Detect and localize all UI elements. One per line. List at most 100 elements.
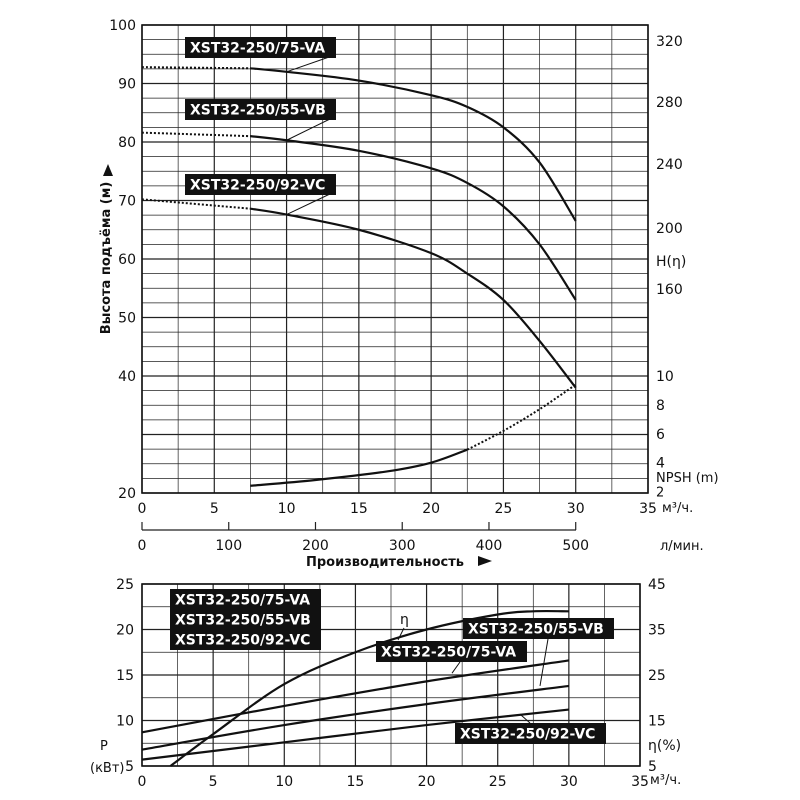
x-tick-label: 0: [138, 501, 147, 517]
power-curve-label: XST32-250/55-VB: [175, 613, 311, 629]
x-tick-label: 5: [209, 774, 218, 790]
power-curve-label: XST32-250/75-VA: [175, 593, 310, 609]
head-curve: [250, 67, 577, 222]
x-tick-label: 0: [138, 774, 147, 790]
power-curve: [141, 708, 569, 761]
curve-label: XST32-250/55-VB: [190, 103, 326, 119]
power-curve-label: XST32-250/55-VB: [468, 622, 604, 638]
x-tick-label: 25: [495, 501, 513, 517]
power-curve-label-box: [170, 609, 321, 630]
x-axis-arrow-icon: [478, 556, 492, 566]
y-tick-label: 5: [125, 759, 134, 775]
curve-label: XST32-250/92-VC: [190, 178, 325, 194]
x-tick-label: 10: [275, 774, 293, 790]
y-axis-unit: (кВт): [90, 761, 125, 776]
right-tick-label: 45: [648, 577, 666, 593]
y-tick-label: 25: [116, 577, 134, 593]
npsh-tick-label: 2: [656, 486, 664, 501]
power-curve-label: XST32-250/92-VC: [175, 633, 310, 649]
head-curve-dotted: [141, 131, 251, 138]
npsh-axis-label: NPSH (m): [656, 471, 719, 486]
label-leader-line: [286, 192, 333, 215]
plot-frame: [141, 24, 649, 494]
curve-label: XST32-250/75-VA: [190, 41, 325, 57]
head-chart: 20 40 50 60 70 80 90 100 0 5 10 15 20 25 30 35 м³/ч. 0 100…: [99, 18, 719, 570]
curve-label-box: [185, 174, 336, 195]
y-tick-label: 90: [118, 77, 136, 93]
right-tick-label: 240: [656, 157, 683, 173]
x2-tick-label: 400: [476, 538, 503, 554]
y-tick-label: 70: [118, 194, 136, 210]
x-unit-label: м³/ч.: [662, 501, 693, 516]
npsh-tick-label: 10: [656, 369, 674, 385]
right-tick-label: 200: [656, 221, 683, 237]
npsh-curve-dotted: [466, 383, 577, 451]
y-tick-label: 100: [109, 18, 136, 34]
x2-tick-label: 100: [215, 538, 242, 554]
power-curve-label-box: [376, 641, 527, 662]
y-tick-label: 10: [116, 714, 134, 730]
x2-tick-label: 0: [138, 538, 147, 554]
x-tick-label: 20: [418, 774, 436, 790]
x-axis-title: Производительность: [306, 555, 464, 570]
y-tick-label: 20: [116, 623, 134, 639]
x-tick-label: 15: [347, 774, 365, 790]
power-curve-label-box: [170, 589, 321, 610]
right-tick-label: 15: [648, 714, 666, 730]
x2-unit-label: л/мин.: [660, 539, 704, 554]
power-curve-label-box: [170, 629, 321, 650]
y-tick-label: 15: [116, 668, 134, 684]
y-tick-label: 50: [118, 311, 136, 327]
x-tick-label: 25: [489, 774, 507, 790]
head-curve: [250, 207, 577, 389]
right-axis-label: H(η): [656, 254, 686, 270]
power-curve-label-box: [455, 723, 606, 744]
x-unit-label: м³/ч.: [650, 773, 681, 788]
power-curve-label: XST32-250/92-VC: [460, 727, 595, 743]
x-tick-label: 30: [560, 774, 578, 790]
curve-label-box: [185, 37, 336, 58]
head-curve-dotted: [141, 66, 251, 70]
right-tick-label: 160: [656, 282, 683, 298]
label-leader-line: [539, 638, 549, 687]
right-axis-label: η(%): [648, 738, 681, 754]
right-tick-label: 25: [648, 668, 666, 684]
curve-label-box: [185, 99, 336, 120]
x2-tick-label: 300: [389, 538, 416, 554]
label-leader-line: [286, 55, 333, 73]
label-leader-line: [451, 661, 461, 674]
npsh-tick-label: 6: [656, 427, 665, 443]
x2-tick-label: 200: [302, 538, 329, 554]
y-axis-title: P: [100, 739, 108, 754]
x2-tick-label: 500: [562, 538, 589, 554]
label-leader-line: [286, 117, 333, 141]
right-tick-label: 320: [656, 34, 683, 50]
x-tick-label: 5: [210, 501, 219, 517]
x-tick-label: 20: [422, 501, 440, 517]
power-curve-label-box: [463, 618, 614, 639]
y-tick-label: 20: [118, 486, 136, 502]
label-leader-line: [519, 713, 531, 724]
npsh-tick-label: 8: [656, 398, 665, 414]
npsh-tick-label: 4: [656, 456, 665, 472]
eta-label: η: [400, 612, 409, 628]
x-tick-label: 35: [639, 501, 657, 517]
label-leader-line: [397, 627, 405, 641]
x-tick-label: 35: [631, 774, 649, 790]
power-curve: [141, 659, 570, 734]
x-tick-label: 15: [350, 501, 368, 517]
power-curve-label: XST32-250/75-VA: [381, 645, 516, 661]
right-tick-label: 280: [656, 95, 683, 111]
y-tick-label: 80: [118, 135, 136, 151]
right-tick-label: 35: [648, 623, 666, 639]
x-tick-label: 10: [278, 501, 296, 517]
y-tick-label: 60: [118, 252, 136, 268]
head-curve-dotted: [141, 198, 251, 210]
power-curve: [141, 684, 569, 751]
x-tick-label: 30: [567, 501, 585, 517]
y-tick-label: 40: [118, 369, 136, 385]
npsh-curve: [250, 448, 468, 487]
y-axis-title: Высота подъёма (м): [99, 182, 114, 335]
